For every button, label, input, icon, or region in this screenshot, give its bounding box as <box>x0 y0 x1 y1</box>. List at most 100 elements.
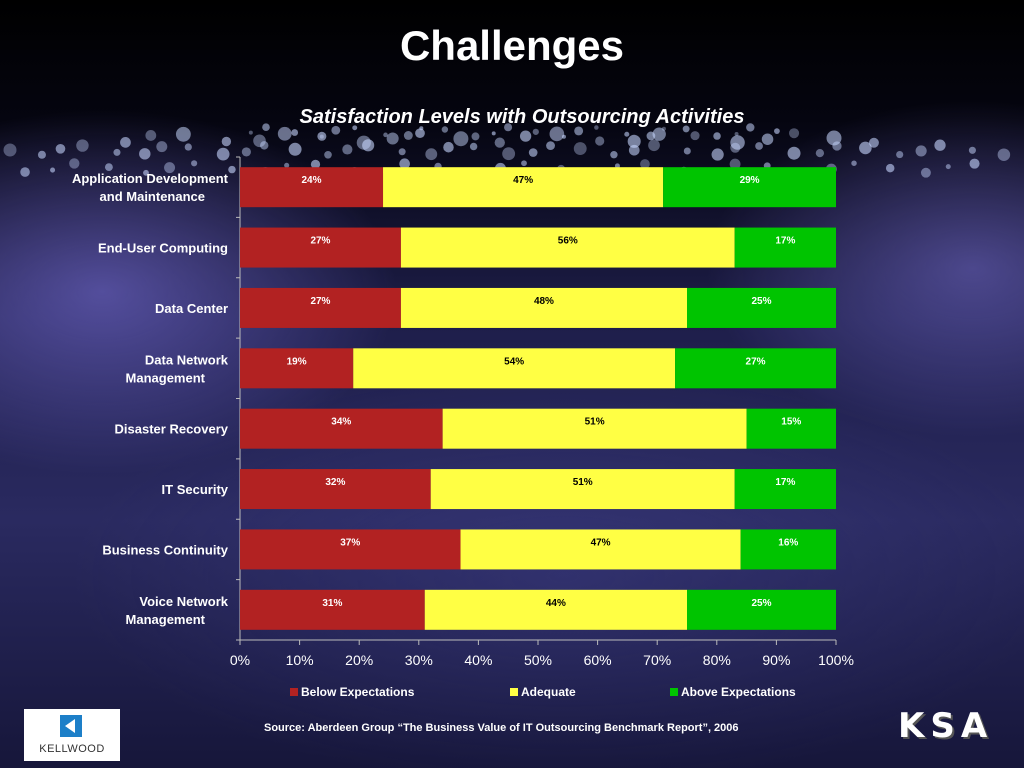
light-dot <box>310 159 321 170</box>
light-dot <box>774 128 780 135</box>
data-label: 19% <box>287 356 307 367</box>
chart-subtitle: Satisfaction Levels with Outsourcing Act… <box>299 106 745 128</box>
light-dot <box>595 136 605 146</box>
light-dot <box>143 169 149 176</box>
bar-segment <box>240 408 443 449</box>
light-dot <box>859 141 872 155</box>
bar-segment <box>383 167 664 208</box>
light-dot <box>826 130 842 146</box>
bar-segment <box>663 167 836 208</box>
data-label: 27% <box>310 296 330 307</box>
light-dot <box>628 144 640 156</box>
light-dot <box>113 148 121 156</box>
light-dot <box>443 141 454 153</box>
light-dot <box>469 142 478 151</box>
data-label: 27% <box>310 236 330 247</box>
light-dot <box>502 147 516 161</box>
bar-segment <box>675 348 836 389</box>
data-label: 34% <box>331 417 351 428</box>
light-dot <box>789 128 800 139</box>
data-label: 51% <box>573 477 593 488</box>
light-dot <box>156 141 168 153</box>
light-dot <box>419 126 424 131</box>
bar-segment <box>734 227 836 268</box>
x-tick-label: 60% <box>584 652 612 668</box>
light-dot <box>624 131 630 137</box>
light-dot <box>415 128 425 139</box>
x-tick-label: 70% <box>643 652 671 668</box>
light-dot <box>191 160 198 167</box>
light-dot <box>398 148 406 156</box>
light-dot <box>164 162 176 174</box>
bar-segment <box>240 469 431 510</box>
light-dot <box>324 150 332 159</box>
light-dot <box>730 135 745 150</box>
data-label: 15% <box>781 417 801 428</box>
light-dot <box>471 132 480 141</box>
light-dot <box>228 165 236 174</box>
light-dot <box>248 130 253 135</box>
light-dot <box>399 158 410 170</box>
light-dot <box>50 167 56 173</box>
light-dot <box>241 147 251 157</box>
light-dot <box>175 126 191 142</box>
light-dot <box>594 125 599 130</box>
light-dot <box>646 131 656 141</box>
bar-segment <box>687 589 836 630</box>
data-label: 47% <box>513 175 533 186</box>
light-dot <box>868 137 879 148</box>
light-dot <box>383 132 388 138</box>
light-dot <box>453 131 469 147</box>
legend-label: Adequate <box>521 685 576 699</box>
light-dot <box>713 132 721 140</box>
x-tick-label: 20% <box>345 652 373 668</box>
light-dot <box>896 150 904 159</box>
light-dot <box>546 141 555 151</box>
light-dot <box>945 164 951 170</box>
light-dot <box>755 142 763 150</box>
light-dot <box>319 134 324 139</box>
light-dot <box>640 159 650 169</box>
light-dot <box>221 136 232 147</box>
light-dot <box>145 130 157 141</box>
light-dot <box>362 139 375 152</box>
light-dot <box>519 130 532 142</box>
light-dot <box>342 144 353 155</box>
light-dot <box>104 163 113 172</box>
light-dot <box>288 142 302 156</box>
category-label: Disaster Recovery <box>115 422 229 437</box>
kellwood-mark-icon <box>60 715 82 737</box>
light-dot <box>3 143 17 157</box>
bar-segment <box>687 287 836 328</box>
bar-segment <box>240 589 425 630</box>
data-label: 27% <box>746 356 766 367</box>
bar-segment <box>240 287 401 328</box>
bar-segment <box>400 227 735 268</box>
x-tick-label: 40% <box>464 652 492 668</box>
light-dot <box>885 163 895 173</box>
light-dot <box>920 167 931 178</box>
category-label: Data Center <box>155 301 228 316</box>
data-label: 56% <box>558 236 578 247</box>
light-dot <box>761 133 774 146</box>
light-dot <box>787 146 801 160</box>
bar-segment <box>240 529 461 570</box>
light-dot <box>683 147 691 155</box>
data-label: 25% <box>751 296 771 307</box>
light-dot <box>139 148 151 160</box>
data-label: 32% <box>325 477 345 488</box>
kellwood-logo-text: KELLWOOD <box>39 743 105 755</box>
x-tick-label: 80% <box>703 652 731 668</box>
light-dot <box>284 162 290 168</box>
light-dot <box>331 125 341 135</box>
light-dot <box>815 148 825 158</box>
light-dot <box>260 141 269 150</box>
data-label: 51% <box>585 417 605 428</box>
light-dot <box>997 148 1011 161</box>
light-dot <box>55 143 66 154</box>
light-dot <box>317 131 327 141</box>
light-dot <box>521 160 527 167</box>
category-label: Application Development and Maintenance <box>72 171 229 204</box>
light-dot <box>532 128 539 135</box>
